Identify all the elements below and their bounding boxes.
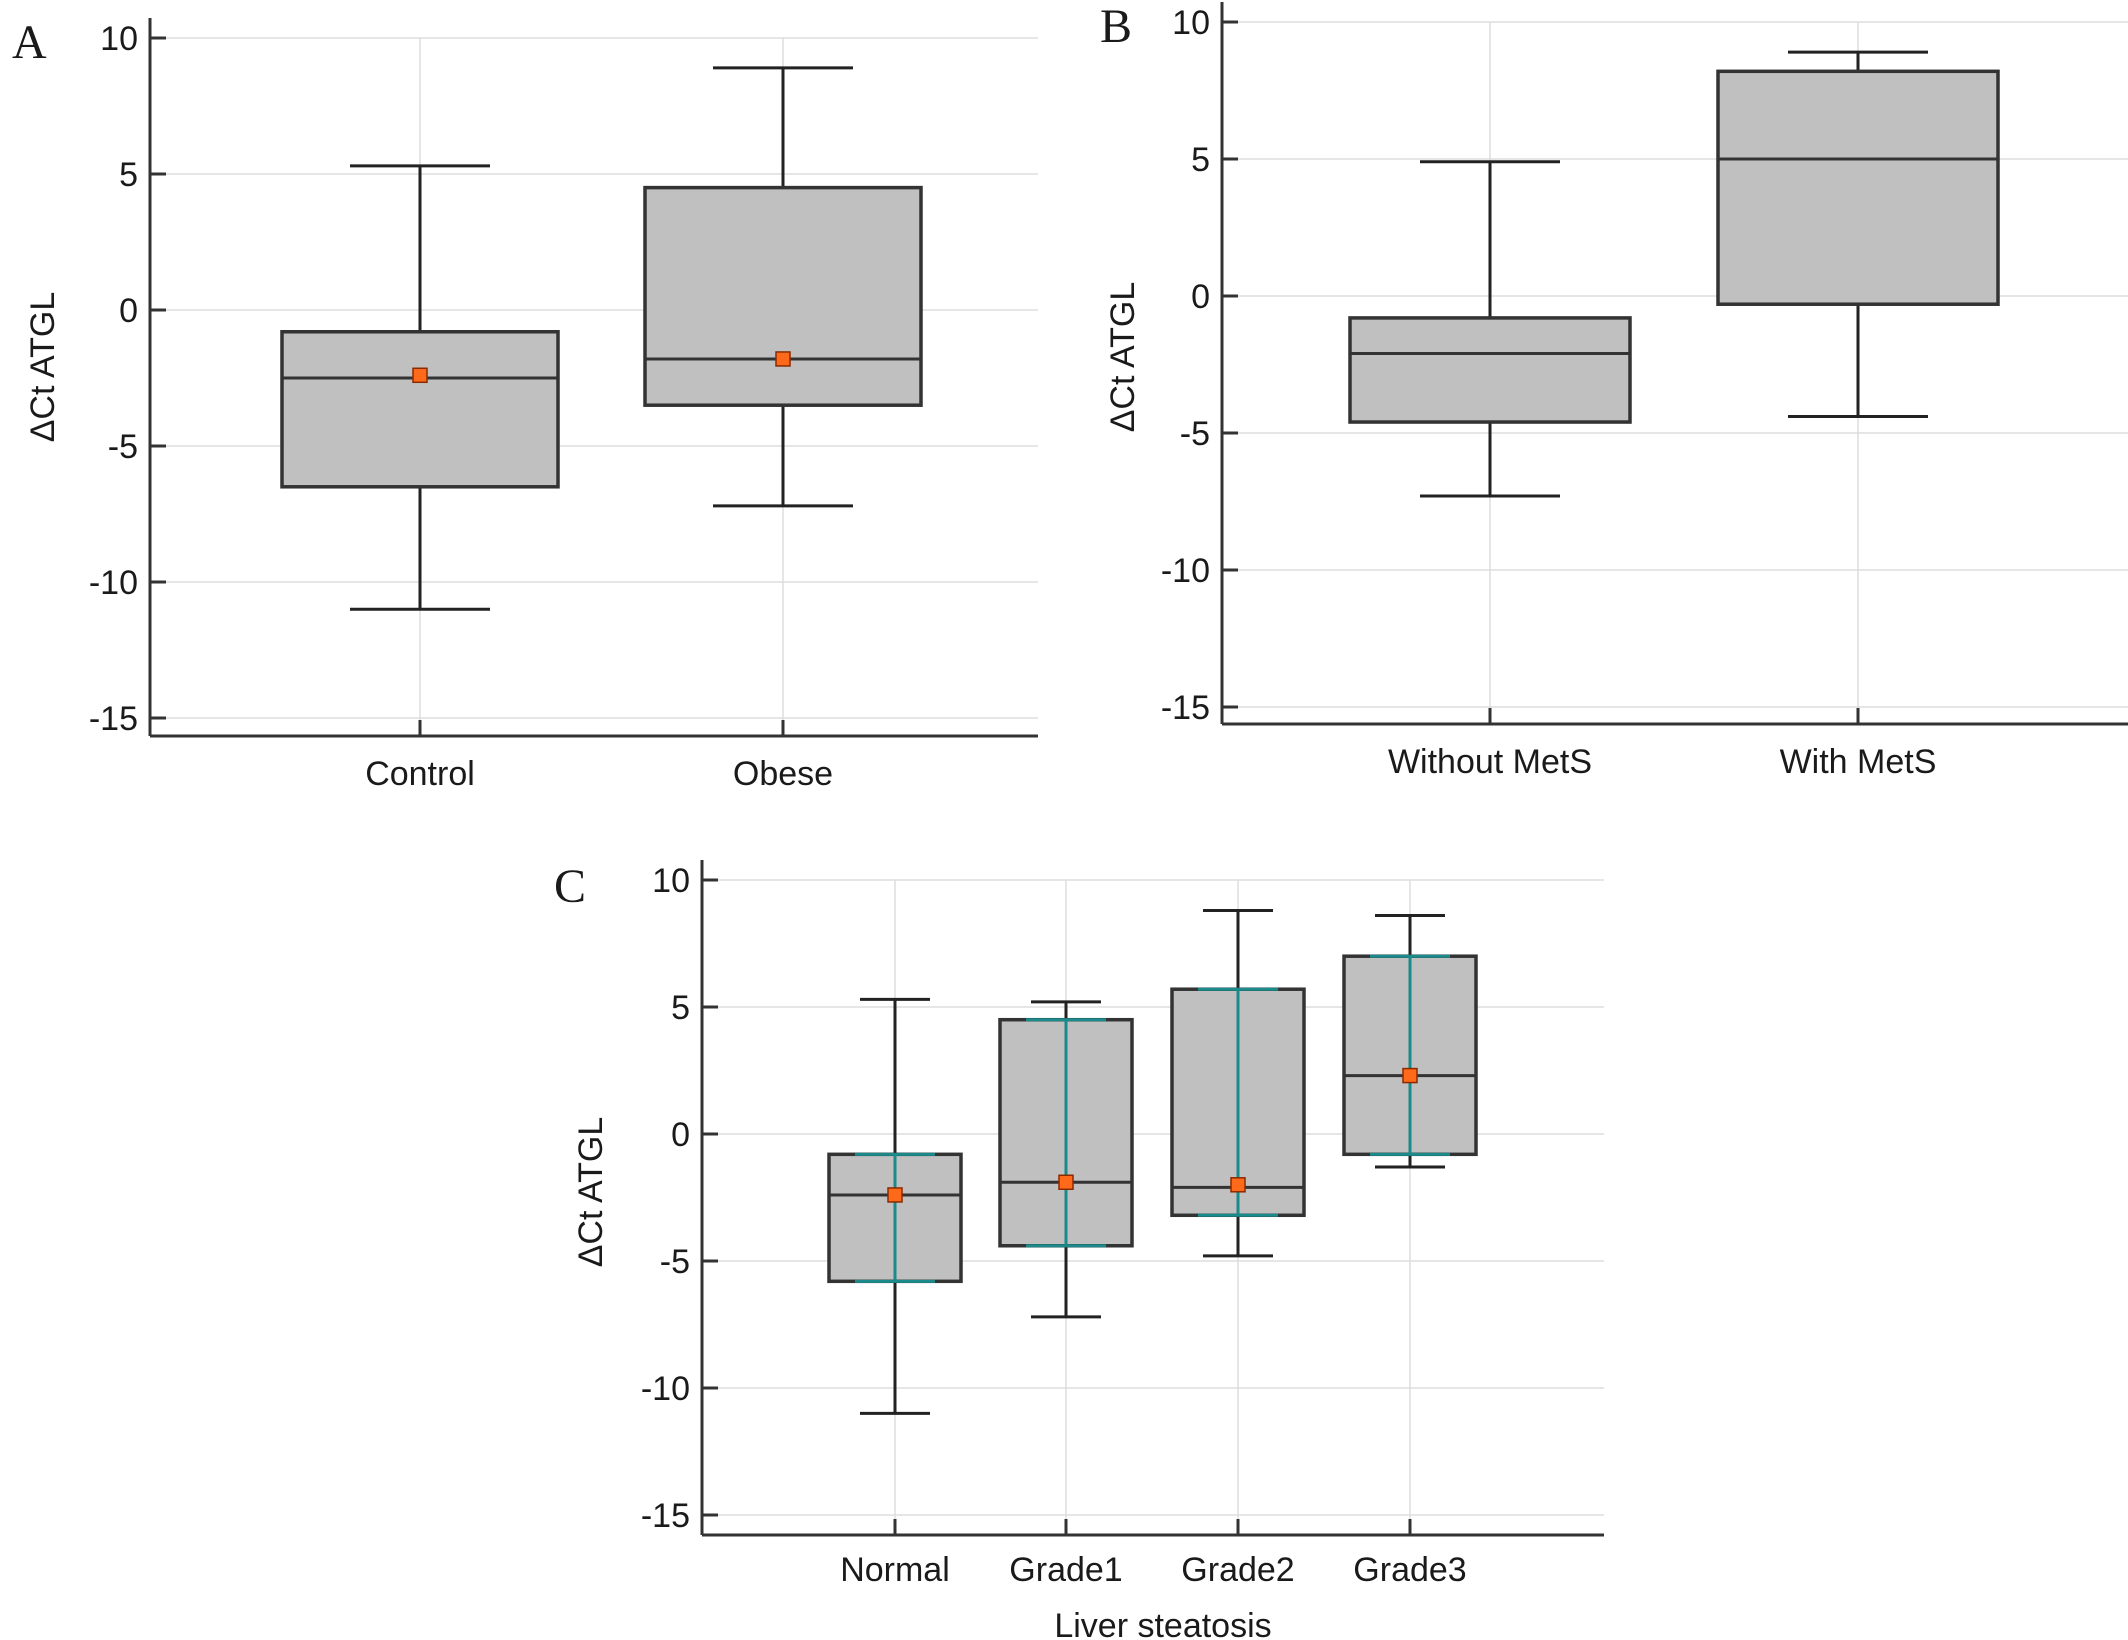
y-tick-label: -10: [641, 1370, 690, 1408]
y-tick-label: 10: [1172, 4, 1210, 42]
y-tick-label: -15: [1161, 689, 1210, 727]
chart-panel-b: B 10 5 0 -5 -10 -15 Without MetS With MetS ΔCt AT…: [1100, 0, 2128, 781]
mean-marker: [412, 367, 428, 384]
box-grade3: [1342, 914, 1478, 1169]
box-obese: [643, 66, 923, 508]
y-tick-label: 0: [671, 1116, 690, 1154]
mean-marker: [887, 1187, 903, 1203]
iqr-box: [643, 185, 923, 407]
y-tick-label: -5: [108, 428, 138, 466]
x-tick-label: Obese: [733, 755, 833, 793]
x-tick-label: Normal: [840, 1551, 950, 1589]
box-without-mets: [1348, 160, 1632, 498]
y-tick-label: -5: [660, 1243, 690, 1281]
mean-marker: [1402, 1067, 1418, 1084]
x-tick-label: Grade2: [1181, 1551, 1294, 1589]
panel-letter: C: [554, 860, 586, 913]
iqr-box: [1716, 69, 2000, 306]
y-tick-label: 5: [1191, 141, 1210, 179]
y-tick-label: -15: [89, 700, 138, 738]
y-tick-label: 0: [1191, 278, 1210, 316]
y-axis-title: ΔCt ATGL: [1104, 282, 1142, 433]
mean-marker: [1230, 1177, 1246, 1193]
y-tick-label: -10: [1161, 552, 1210, 590]
box-grade1: [998, 1000, 1134, 1319]
y-tick-label: 0: [119, 292, 138, 330]
y-tick-label: -5: [1180, 415, 1210, 453]
box-with-mets: [1716, 50, 2000, 419]
y-tick-label: 10: [100, 20, 138, 58]
box-control: [280, 164, 560, 611]
y-tick-label: 10: [652, 862, 690, 900]
y-axis-title: ΔCt ATGL: [24, 292, 62, 443]
x-axis-title: Liver steatosis: [1054, 1607, 1271, 1640]
y-tick-label: -10: [89, 564, 138, 602]
y-tick-label: 5: [119, 156, 138, 194]
box-normal: [827, 997, 963, 1415]
panel-letter: A: [12, 16, 47, 69]
y-axis-title: ΔCt ATGL: [572, 1117, 610, 1268]
x-tick-label: Grade1: [1009, 1551, 1122, 1589]
x-tick-label: Grade3: [1353, 1551, 1466, 1589]
chart-panel-c: C 10 5 0 -5 -10 -15 Normal Grade1 Grade2 Grade3 ΔCt…: [554, 860, 1604, 1640]
x-tick-label: With MetS: [1780, 743, 1937, 781]
y-tick-label: -15: [641, 1497, 690, 1535]
iqr-box: [1348, 316, 1632, 424]
x-tick-label: Without MetS: [1388, 743, 1592, 781]
panel-letter: B: [1100, 0, 1132, 53]
iqr-box: [280, 330, 560, 489]
chart-panel-a: A 10 5 0 -5 -10 -15 Control Obese ΔCt ATGL: [12, 16, 1038, 793]
box-grade2: [1170, 908, 1306, 1258]
mean-marker: [1058, 1174, 1074, 1191]
x-tick-label: Control: [365, 755, 475, 793]
y-tick-label: 5: [671, 989, 690, 1027]
mean-marker: [775, 351, 791, 367]
